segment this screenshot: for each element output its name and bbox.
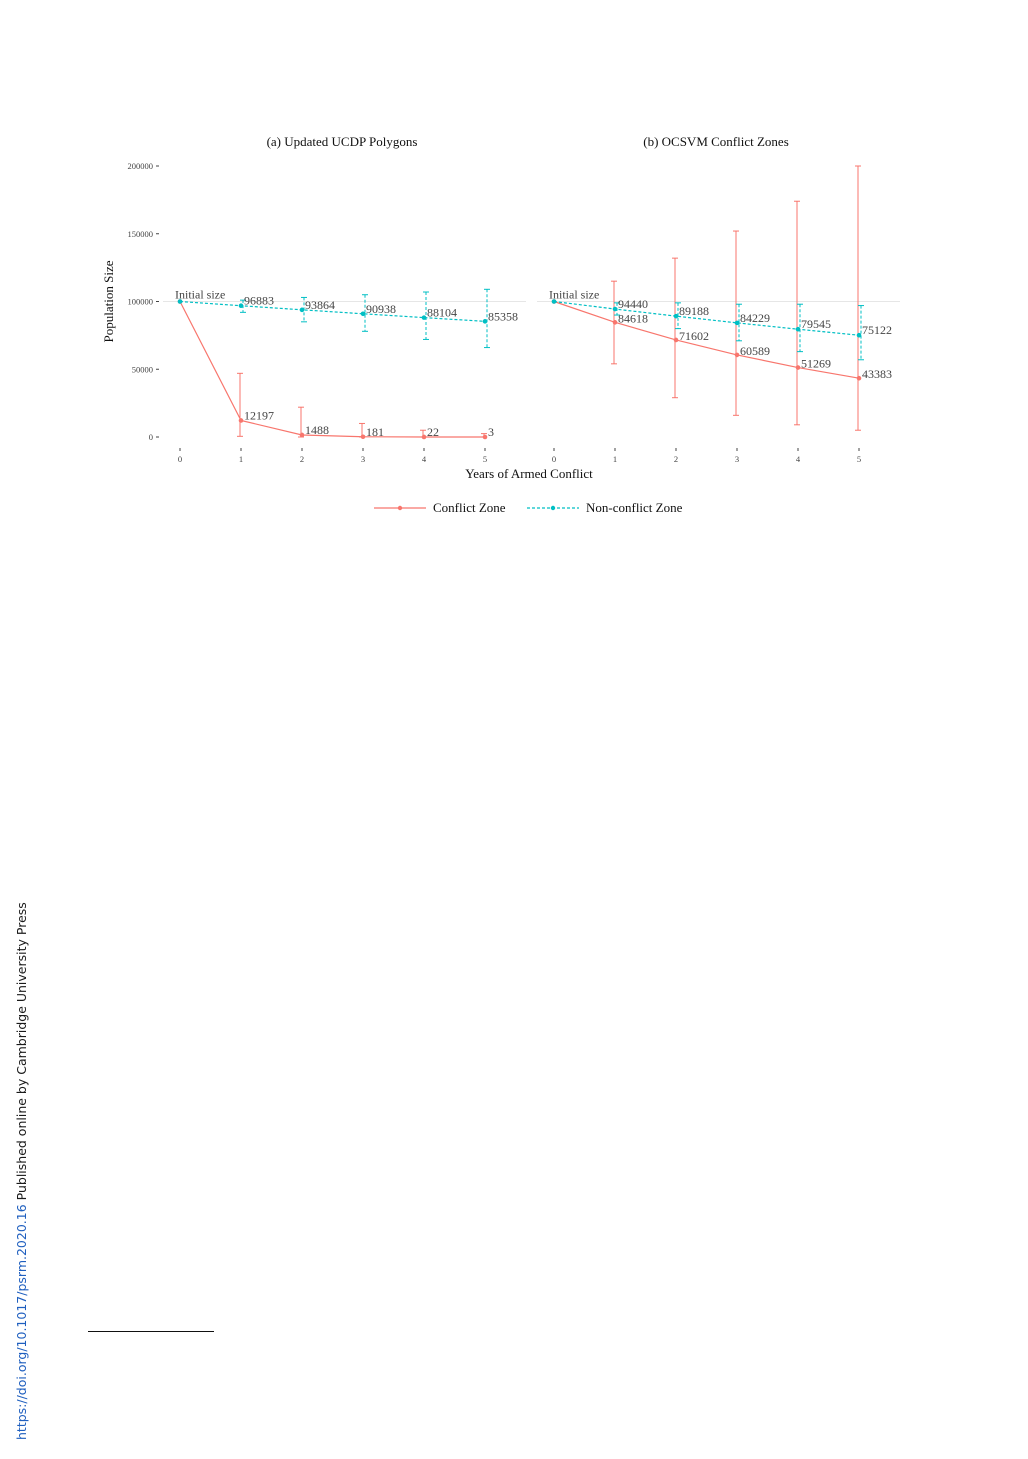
data-point — [360, 311, 366, 317]
figure: (a) Updated UCDP Polygons050000100000150… — [101, 134, 900, 515]
y-tick-label: 200000 — [128, 161, 154, 171]
legend-conflict-label: Conflict Zone — [433, 500, 506, 515]
data-label: 181 — [366, 425, 384, 439]
data-label: 12197 — [244, 408, 274, 422]
data-label: 71602 — [679, 329, 709, 343]
y-tick-label: 100000 — [128, 297, 154, 307]
data-label: 93864 — [305, 298, 335, 312]
data-point — [612, 320, 618, 325]
legend-nonconflict-point — [550, 505, 556, 511]
data-label: 90938 — [366, 302, 396, 316]
y-tick-label: 0 — [149, 432, 153, 442]
x-tick-label: 5 — [483, 454, 487, 464]
data-point — [795, 365, 801, 370]
data-label: 3 — [488, 425, 494, 439]
data-point — [856, 375, 862, 381]
doi-side-note: https://doi.org/10.1017/psrm.2020.16 Pub… — [14, 902, 29, 1440]
x-tick-label: 0 — [178, 454, 182, 464]
data-label: 79545 — [801, 317, 831, 331]
data-label: 89188 — [679, 304, 709, 318]
initial-size-annotation: Initial size — [175, 288, 225, 302]
data-label: 1488 — [305, 423, 329, 437]
data-point — [421, 315, 427, 320]
data-point — [551, 299, 557, 304]
series-line — [553, 300, 860, 336]
data-point — [299, 307, 305, 313]
panel-title: (a) Updated UCDP Polygons — [267, 134, 418, 149]
panel-a: (a) Updated UCDP Polygons050000100000150… — [101, 134, 526, 464]
data-label: 60589 — [740, 344, 770, 358]
data-point — [238, 418, 244, 423]
data-label: 84618 — [618, 311, 648, 325]
panel-b: (b) OCSVM Conflict Zones 0 1 2 3 4 5 84618 71602… — [537, 134, 900, 464]
data-label: 22 — [427, 425, 439, 439]
y-tick-label: 150000 — [128, 229, 154, 239]
x-tick-label: 1 — [239, 454, 243, 464]
series-line — [179, 300, 486, 322]
data-point — [734, 320, 740, 326]
data-label: 94440 — [618, 297, 648, 311]
x-tick-label: 5 — [857, 454, 861, 464]
series-line — [179, 301, 486, 438]
x-tick-label: 1 — [613, 454, 617, 464]
x-tick-label: 2 — [674, 454, 678, 464]
series-line — [553, 300, 860, 379]
y-tick-label: 50000 — [132, 364, 153, 374]
data-label: 96883 — [244, 294, 274, 308]
data-point — [482, 434, 488, 440]
x-axis-label: Years of Armed Conflict — [465, 466, 593, 481]
data-label: 84229 — [740, 311, 770, 325]
published-text: Published online by Cambridge University… — [14, 902, 29, 1201]
footnote-rule — [88, 1331, 214, 1332]
data-label: 88104 — [427, 306, 457, 320]
data-label: 75122 — [862, 323, 892, 337]
data-point — [734, 352, 740, 358]
data-label: 51269 — [801, 357, 831, 371]
data-point — [482, 319, 488, 324]
data-point — [421, 434, 427, 440]
data-label: 43383 — [862, 367, 892, 381]
panel-title: (b) OCSVM Conflict Zones — [643, 134, 789, 149]
legend-nonconflict-label: Non-conflict Zone — [586, 500, 683, 515]
data-point — [795, 326, 801, 332]
data-point — [673, 337, 679, 343]
data-point — [177, 299, 183, 304]
x-tick-label: 2 — [300, 454, 304, 464]
x-tick-label: 0 — [552, 454, 556, 464]
data-label: 85358 — [488, 309, 518, 323]
y-axis-label: Population Size — [101, 260, 116, 342]
x-tick-label: 4 — [796, 454, 801, 464]
data-point — [856, 332, 862, 338]
data-point — [612, 306, 618, 312]
data-point — [238, 303, 244, 309]
doi-link[interactable]: https://doi.org/10.1017/psrm.2020.16 — [14, 1204, 29, 1440]
data-point — [299, 432, 305, 438]
initial-size-annotation: Initial size — [549, 288, 599, 302]
x-tick-label: 3 — [735, 454, 739, 464]
x-tick-label: 3 — [361, 454, 365, 464]
data-point — [673, 313, 679, 319]
legend-conflict-point — [397, 505, 403, 511]
legend: Conflict Zone Non-conflict Zone — [374, 500, 683, 515]
data-point — [360, 434, 366, 440]
x-tick-label: 4 — [422, 454, 427, 464]
